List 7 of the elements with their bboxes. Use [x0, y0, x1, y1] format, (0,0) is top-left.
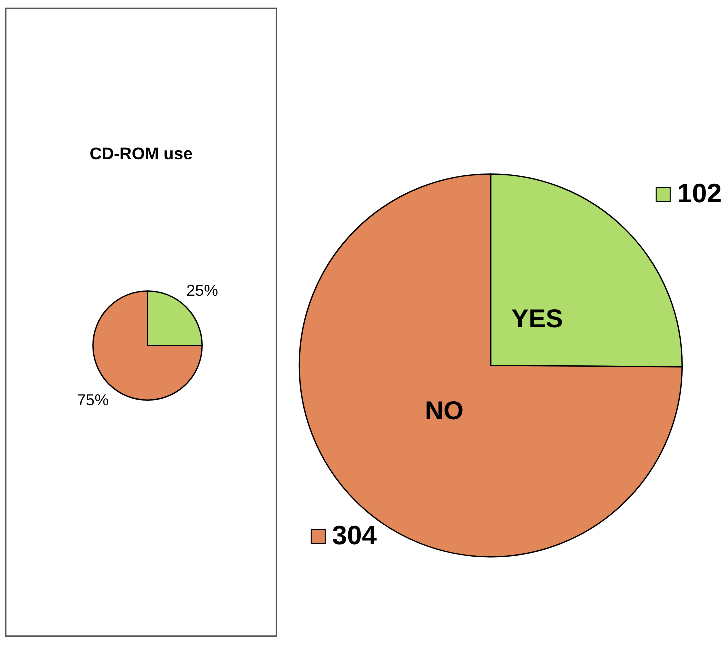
chart-title: CD-ROM use: [90, 144, 193, 164]
data-label: 25%: [186, 283, 218, 300]
slice-label: NO: [425, 398, 464, 426]
data-label: 102: [677, 178, 722, 208]
slice-label: YES: [512, 305, 564, 334]
data-label: 75%: [77, 392, 109, 410]
data-label: 304: [332, 520, 378, 551]
